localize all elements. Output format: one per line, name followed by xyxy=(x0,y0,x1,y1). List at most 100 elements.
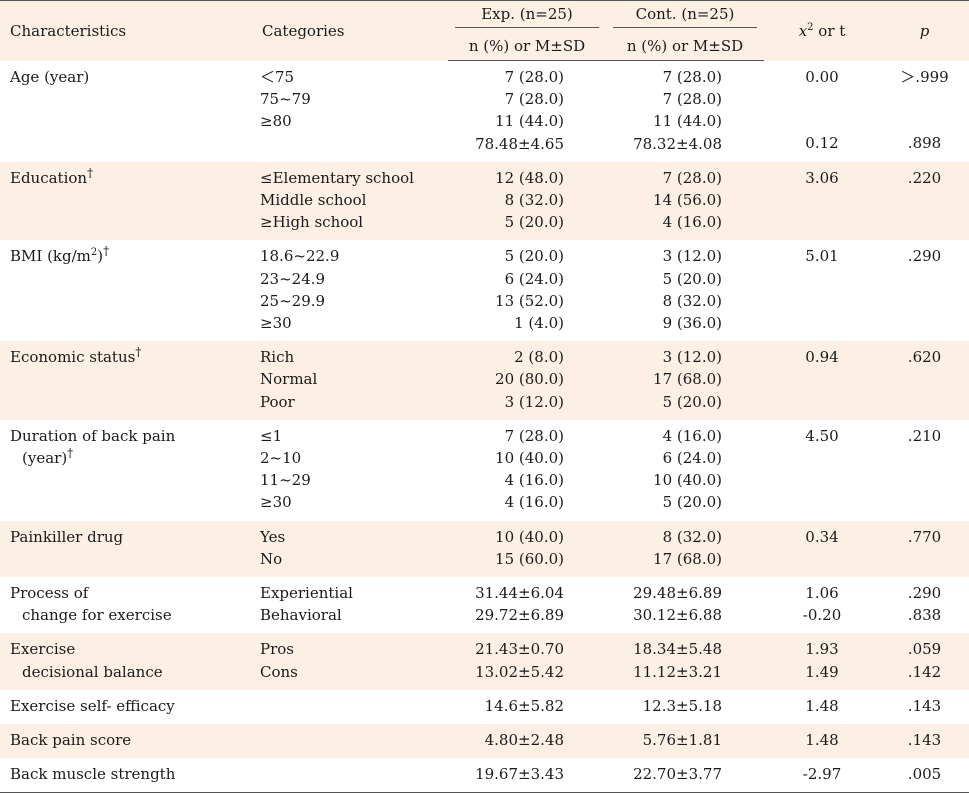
category-value: Middle school xyxy=(260,191,367,210)
exp-value: 15 (60.0) xyxy=(495,549,564,568)
table-row: Back muscle strength 19.67±3.43 22.70±3.77… xyxy=(0,758,969,793)
exp-cell: 10 (40.0) 15 (60.0) xyxy=(448,520,606,578)
exp-value: 4.80±2.48 xyxy=(484,731,564,750)
characteristic-cell: Education† xyxy=(0,161,252,241)
exp-value: 13.02±5.42 xyxy=(475,662,564,681)
characteristic-line: Economic status† xyxy=(10,346,252,368)
cont-value: 7 (28.0) xyxy=(662,168,722,187)
p-cell: .620 xyxy=(880,341,969,420)
statistic-cell: 4.50 xyxy=(764,420,880,521)
statistic-cell: 3.06 xyxy=(764,161,880,241)
exp-value: 8 (32.0) xyxy=(504,191,564,210)
header-characteristics: Characteristics xyxy=(0,0,252,61)
header-p-label: p xyxy=(919,21,930,40)
category-value: ≥High school xyxy=(260,213,364,232)
category-value: ≤1 xyxy=(260,426,283,445)
cont-value: 5 (20.0) xyxy=(662,269,722,288)
p-value: .620 xyxy=(907,348,942,367)
characteristic-text: Painkiller drug xyxy=(10,527,124,546)
p-cell: .770 xyxy=(880,520,969,578)
p-value: .290 xyxy=(907,584,942,603)
statistic-cell: 0.94 xyxy=(764,341,880,420)
table-row: Process of change for exercise Experientia… xyxy=(0,577,969,633)
characteristic-text: Process of xyxy=(10,584,89,603)
cont-value: 17 (68.0) xyxy=(653,549,722,568)
characteristic-text: (year) xyxy=(22,449,68,468)
cont-cell: 18.34±5.48 11.12±3.21 xyxy=(606,633,764,690)
p-value xyxy=(880,88,969,110)
category-cell xyxy=(252,724,448,759)
p-value: .220 xyxy=(907,168,942,187)
statistic-cell: 1.48 xyxy=(764,724,880,759)
table-row: Exercise decisional balance Pros Cons 21.43±… xyxy=(0,633,969,690)
category-value: ≥30 xyxy=(260,314,292,333)
category-value: Pros xyxy=(260,640,294,659)
statistic-cell: 0.00 0.12 xyxy=(764,61,880,162)
table-row: Back pain score 4.80±2.48 5.76±1.81 1.48 .14… xyxy=(0,724,969,759)
category-value: 75~79 xyxy=(260,89,311,108)
statistic-value: 1.06 xyxy=(805,584,839,603)
p-value: .142 xyxy=(907,662,942,681)
header-exp-group: Exp. (n=25) xyxy=(448,0,606,31)
statistic-value: 3.06 xyxy=(805,168,839,187)
cont-value: 5 (20.0) xyxy=(662,493,722,512)
characteristic-text: BMI (kg/m xyxy=(10,247,91,266)
characteristic-text: Duration of back pain xyxy=(10,426,176,445)
exp-value: 78.48±4.65 xyxy=(475,134,564,153)
category-value: ≥80 xyxy=(260,111,292,130)
category-value: Rich xyxy=(260,348,295,367)
p-value: ＞.999 xyxy=(900,67,949,86)
p-cell: .005 xyxy=(880,758,969,793)
header-stat-sup: 2 xyxy=(807,21,814,33)
header-stat-suffix: or t xyxy=(813,21,846,40)
exp-cell: 2 (8.0) 20 (80.0) 3 (12.0) xyxy=(448,341,606,420)
header-statistic: x2 or t xyxy=(764,0,880,61)
cont-value: 12.3±5.18 xyxy=(642,696,722,715)
cont-value: 4 (16.0) xyxy=(662,213,722,232)
characteristic-cell: Process of change for exercise xyxy=(0,577,252,633)
cont-value: 5.76±1.81 xyxy=(642,731,722,750)
header-cont-label: Cont. (n=25) xyxy=(613,5,757,28)
cont-value: 4 (16.0) xyxy=(662,426,722,445)
header-exp-sub: n (%) or M±SD xyxy=(448,31,606,61)
category-cell: Yes No xyxy=(252,520,448,578)
p-value: .898 xyxy=(907,134,942,153)
exp-value: 19.67±3.43 xyxy=(475,765,564,784)
table-row: Duration of back pain (year)† ≤1 2~10 11~29 ≥… xyxy=(0,420,969,521)
cont-value: 3 (12.0) xyxy=(662,348,722,367)
category-cell: Experiential Behavioral xyxy=(252,577,448,633)
exp-value: 11 (44.0) xyxy=(495,112,564,131)
exp-value: 29.72±6.89 xyxy=(475,606,564,625)
characteristic-line: (year)† xyxy=(10,447,252,469)
cont-value: 11 (44.0) xyxy=(653,112,722,131)
p-cell: .290 .838 xyxy=(880,577,969,633)
exp-value: 6 (24.0) xyxy=(504,269,564,288)
statistic-value: 1.93 xyxy=(805,640,839,659)
cont-value: 14 (56.0) xyxy=(653,191,722,210)
cont-value: 18.34±5.48 xyxy=(633,640,722,659)
characteristic-line: Back muscle strength xyxy=(10,763,252,785)
category-value: ≥30 xyxy=(260,493,292,512)
statistic-cell: 1.93 1.49 xyxy=(764,633,880,690)
cont-cell: 22.70±3.77 xyxy=(606,758,764,793)
exp-value: 10 (40.0) xyxy=(495,449,564,468)
characteristic-text: Exercise xyxy=(10,640,76,659)
category-cell: Rich Normal Poor xyxy=(252,341,448,420)
cont-value: 8 (32.0) xyxy=(662,527,722,546)
category-value: Behavioral xyxy=(260,606,342,625)
category-value xyxy=(260,695,448,717)
cont-cell: 29.48±6.89 30.12±6.88 xyxy=(606,577,764,633)
p-cell: .210 xyxy=(880,420,969,521)
cont-value: 6 (24.0) xyxy=(662,449,722,468)
statistic-value: 4.50 xyxy=(805,426,839,445)
statistic-cell: 5.01 xyxy=(764,240,880,341)
cont-cell: 3 (12.0) 17 (68.0) 5 (20.0) xyxy=(606,341,764,420)
statistic-value: 1.48 xyxy=(805,696,839,715)
exp-value: 31.44±6.04 xyxy=(475,584,564,603)
p-cell: ＞.999 .898 xyxy=(880,61,969,162)
characteristic-line: Exercise self- efficacy xyxy=(10,695,252,717)
statistic-value: 1.49 xyxy=(805,662,839,681)
p-value: .290 xyxy=(907,247,942,266)
p-cell: .143 xyxy=(880,690,969,724)
exp-value: 14.6±5.82 xyxy=(484,696,564,715)
